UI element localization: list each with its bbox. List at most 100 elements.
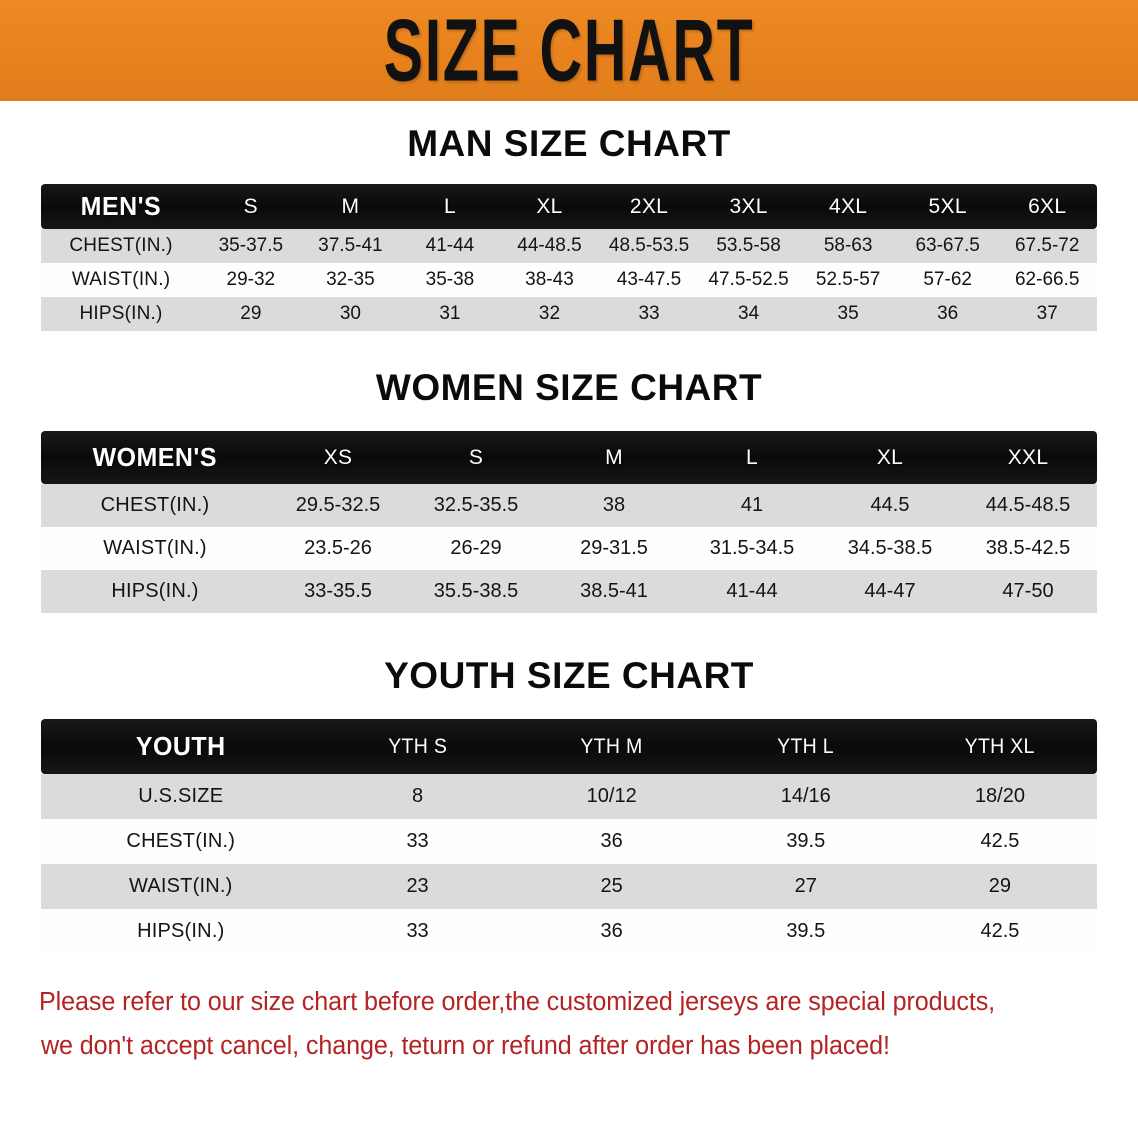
youth-header-size-l: YTH L	[708, 719, 903, 774]
man-waist-5xl: 57-62	[897, 263, 998, 297]
table-row: CHEST(IN.) 35-37.5 37.5-41 41-44 44-48.5…	[41, 229, 1097, 263]
women-header-size-m: M	[545, 431, 683, 484]
youth-waist-s: 23	[320, 864, 515, 909]
women-waist-m: 29-31.5	[545, 527, 683, 570]
youth-waist-xl: 29	[902, 864, 1097, 909]
youth-hips-l: 39.5	[708, 909, 903, 954]
table-row: HIPS(IN.) 29 30 31 32 33 34 35 36 37	[41, 297, 1097, 331]
man-row-label-waist: WAIST(IN.)	[41, 263, 202, 297]
women-header-size-xs: XS	[269, 431, 407, 484]
disclaimer-line-1: Please refer to our size chart before or…	[39, 988, 996, 1016]
banner-title: SIZE CHART	[383, 1, 755, 100]
women-hips-l: 41-44	[683, 570, 821, 613]
youth-chest-xl: 42.5	[902, 819, 1097, 864]
man-chest-m: 37.5-41	[300, 229, 401, 263]
youth-chest-m: 36	[514, 819, 709, 864]
man-hips-3xl: 34	[698, 297, 799, 331]
women-header-size-xxl: XXL	[959, 431, 1097, 484]
women-row-label-hips: HIPS(IN.)	[41, 570, 269, 613]
youth-row-label-waist: WAIST(IN.)	[41, 864, 321, 909]
women-table-header-row: WOMEN'S XS S M L XL XXL	[41, 431, 1097, 484]
table-row: WAIST(IN.) 23.5-26 26-29 29-31.5 31.5-34…	[41, 527, 1097, 570]
women-header-label: WOMEN'S	[41, 431, 269, 484]
man-waist-2xl: 43-47.5	[599, 263, 699, 297]
youth-hips-s: 33	[320, 909, 515, 954]
man-size-table: MEN'S S M L XL 2XL 3XL 4XL 5XL 6XL CHEST…	[41, 184, 1097, 331]
women-chest-l: 41	[683, 484, 821, 527]
women-chest-xxl: 44.5-48.5	[959, 484, 1097, 527]
women-waist-xl: 34.5-38.5	[821, 527, 959, 570]
women-hips-s: 35.5-38.5	[407, 570, 545, 613]
man-chest-s: 35-37.5	[201, 229, 301, 263]
man-hips-s: 29	[201, 297, 301, 331]
youth-header-size-s: YTH S	[320, 719, 515, 774]
youth-row-label-us-size: U.S.SIZE	[41, 774, 321, 819]
man-section-title: MAN SIZE CHART	[407, 123, 731, 164]
youth-us-size-s: 8	[320, 774, 515, 819]
youth-table-header-row: YOUTH YTH S YTH M YTH L YTH XL	[41, 719, 1097, 774]
man-waist-xl: 38-43	[499, 263, 600, 297]
women-waist-l: 31.5-34.5	[683, 527, 821, 570]
man-chest-3xl: 53.5-58	[698, 229, 799, 263]
man-header-label: MEN'S	[41, 184, 202, 229]
man-waist-6xl: 62-66.5	[997, 263, 1097, 297]
youth-waist-l: 27	[708, 864, 903, 909]
table-row: CHEST(IN.) 29.5-32.5 32.5-35.5 38 41 44.…	[41, 484, 1097, 527]
man-header-size-4xl: 4XL	[798, 184, 898, 229]
man-size-table-wrapper: MEN'S S M L XL 2XL 3XL 4XL 5XL 6XL CHEST…	[41, 184, 1097, 331]
women-header-size-xl: XL	[821, 431, 959, 484]
man-chest-4xl: 58-63	[798, 229, 898, 263]
table-row: WAIST(IN.) 29-32 32-35 35-38 38-43 43-47…	[41, 263, 1097, 297]
man-header-size-2xl: 2XL	[599, 184, 699, 229]
women-header-size-l: L	[683, 431, 821, 484]
man-chest-6xl: 67.5-72	[997, 229, 1097, 263]
women-row-label-chest: CHEST(IN.)	[41, 484, 269, 527]
youth-chest-s: 33	[320, 819, 515, 864]
women-header-size-s: S	[407, 431, 545, 484]
man-waist-s: 29-32	[201, 263, 301, 297]
youth-waist-m: 25	[514, 864, 709, 909]
man-table-header-row: MEN'S S M L XL 2XL 3XL 4XL 5XL 6XL	[41, 184, 1097, 229]
disclaimer-line-2: we don't accept cancel, change, teturn o…	[40, 1032, 890, 1060]
youth-size-table: YOUTH YTH S YTH M YTH L YTH XL U.S.SIZE …	[41, 719, 1097, 954]
youth-size-table-wrapper: YOUTH YTH S YTH M YTH L YTH XL U.S.SIZE …	[41, 719, 1097, 954]
women-hips-xl: 44-47	[821, 570, 959, 613]
man-header-size-6xl: 6XL	[997, 184, 1097, 229]
man-hips-l: 31	[400, 297, 500, 331]
women-hips-xs: 33-35.5	[269, 570, 407, 613]
women-chest-m: 38	[545, 484, 683, 527]
women-chest-xl: 44.5	[821, 484, 959, 527]
man-row-label-hips: HIPS(IN.)	[41, 297, 202, 331]
size-chart-banner: SIZE CHART	[0, 0, 1138, 101]
women-chest-xs: 29.5-32.5	[269, 484, 407, 527]
women-waist-s: 26-29	[407, 527, 545, 570]
youth-row-label-chest: CHEST(IN.)	[41, 819, 321, 864]
man-header-size-l: L	[400, 184, 500, 229]
size-chart-disclaimer: Please refer to our size chart before or…	[39, 980, 1083, 1068]
youth-header-label: YOUTH	[41, 719, 321, 774]
youth-us-size-l: 14/16	[708, 774, 903, 819]
man-header-size-5xl: 5XL	[897, 184, 998, 229]
women-size-table-wrapper: WOMEN'S XS S M L XL XXL CHEST(IN.) 29.5-…	[41, 431, 1097, 613]
youth-section-title: YOUTH SIZE CHART	[384, 655, 754, 696]
youth-row-label-hips: HIPS(IN.)	[41, 909, 321, 954]
table-row: WAIST(IN.) 23 25 27 29	[41, 864, 1097, 909]
table-row: HIPS(IN.) 33 36 39.5 42.5	[41, 909, 1097, 954]
women-hips-xxl: 47-50	[959, 570, 1097, 613]
man-hips-xl: 32	[499, 297, 600, 331]
man-waist-l: 35-38	[400, 263, 500, 297]
youth-us-size-m: 10/12	[514, 774, 709, 819]
women-section-title: WOMEN SIZE CHART	[375, 367, 763, 408]
man-chest-xl: 44-48.5	[499, 229, 600, 263]
man-chest-l: 41-44	[400, 229, 500, 263]
man-header-size-m: M	[300, 184, 401, 229]
man-hips-6xl: 37	[997, 297, 1097, 331]
youth-header-size-m: YTH M	[514, 719, 709, 774]
man-hips-4xl: 35	[798, 297, 898, 331]
women-waist-xxl: 38.5-42.5	[959, 527, 1097, 570]
man-waist-4xl: 52.5-57	[798, 263, 898, 297]
women-chest-s: 32.5-35.5	[407, 484, 545, 527]
women-row-label-waist: WAIST(IN.)	[41, 527, 269, 570]
women-hips-m: 38.5-41	[545, 570, 683, 613]
women-waist-xs: 23.5-26	[269, 527, 407, 570]
